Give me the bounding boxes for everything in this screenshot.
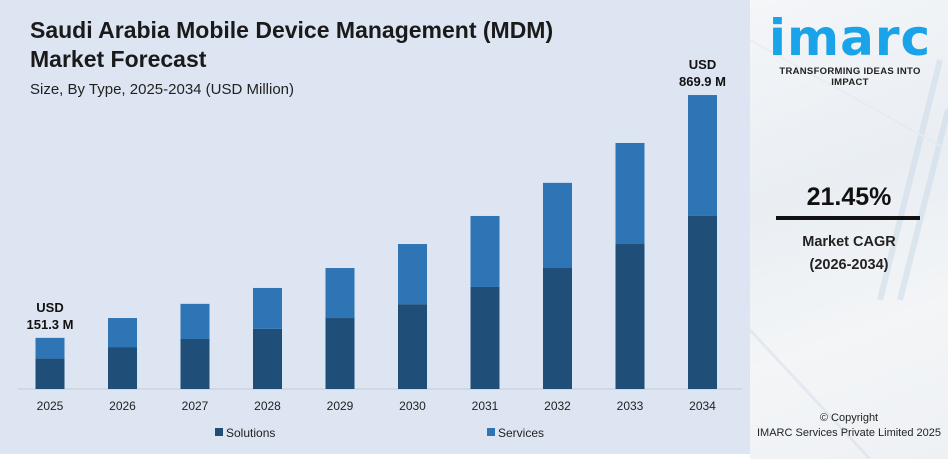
cagr-label: Market CAGR xyxy=(802,234,896,250)
x-tick-label: 2025 xyxy=(37,399,64,413)
x-tick-label: 2029 xyxy=(327,399,354,413)
bar-solutions-2029 xyxy=(325,318,355,389)
bar-services-2026 xyxy=(108,318,137,348)
data-label-value: 151.3 M xyxy=(27,317,74,332)
chart-subtitle: Size, By Type, 2025-2034 (USD Million) xyxy=(30,81,295,98)
x-tick-label: 2034 xyxy=(689,399,716,413)
bar-services-2025 xyxy=(35,337,65,359)
x-tick-label: 2026 xyxy=(109,399,136,413)
x-tick-label: 2032 xyxy=(544,399,571,413)
bar-services-2029 xyxy=(325,268,355,319)
x-tick-label: 2030 xyxy=(399,399,426,413)
title-line-2: Market Forecast xyxy=(30,46,207,72)
decorative-line xyxy=(750,39,948,151)
bar-services-2030 xyxy=(398,244,427,305)
logo-tagline: TRANSFORMING IDEAS INTO IMPACT xyxy=(779,66,921,88)
bar-solutions-2031 xyxy=(470,286,500,389)
bar-services-2027 xyxy=(180,303,210,339)
chart-panel: Saudi Arabia Mobile Device Management (M… xyxy=(0,0,750,454)
legend-label-solutions: Solutions xyxy=(226,426,275,440)
info-sidebar: imarc TRANSFORMING IDEAS INTO IMPACT 21.… xyxy=(750,0,948,459)
imarc-logo: imarc TRANSFORMING IDEAS INTO IMPACT xyxy=(760,10,940,88)
x-tick-label: 2031 xyxy=(472,399,499,413)
decorative-background-graphic xyxy=(750,39,948,459)
logo-wordmark: imarc xyxy=(768,9,932,67)
decorative-line xyxy=(750,328,872,459)
decorative-bar xyxy=(877,59,943,301)
decorative-bars xyxy=(750,39,948,459)
stacked-bar-chart: 2025 USD 151.3 M 2026 2027 2028 2029 2030 2031 20… xyxy=(18,57,742,440)
divider xyxy=(776,216,920,220)
bar-services-2032 xyxy=(543,182,572,269)
bar-services-2033 xyxy=(615,142,645,245)
decorative-bar xyxy=(897,109,948,301)
data-label-value: 869.9 M xyxy=(679,74,726,89)
legend-swatch-services xyxy=(487,428,495,436)
bar-solutions-2027 xyxy=(180,338,210,389)
bar-solutions-2025 xyxy=(35,358,65,389)
legend-label-services: Services xyxy=(498,426,544,440)
data-label-unit: USD xyxy=(689,57,716,72)
bar-solutions-2034 xyxy=(688,215,717,389)
bar-solutions-2030 xyxy=(398,304,427,389)
bar-services-2028 xyxy=(253,287,282,329)
copyright-block: © Copyright IMARC Services Private Limit… xyxy=(750,411,948,441)
x-tick-label: 2033 xyxy=(617,399,644,413)
bar-services-2034 xyxy=(688,95,717,216)
company-text: IMARC Services Private Limited 2025 xyxy=(756,427,941,439)
copyright-text: © Copyright xyxy=(819,412,879,424)
x-tick-label: 2027 xyxy=(182,399,209,413)
bar-solutions-2028 xyxy=(253,328,282,389)
chart-title: Saudi Arabia Mobile Device Management (M… xyxy=(30,16,553,74)
bar-services-2031 xyxy=(470,215,500,287)
bar-solutions-2026 xyxy=(108,347,137,389)
legend-swatch-solutions xyxy=(215,428,223,436)
bar-solutions-2033 xyxy=(615,244,645,389)
cagr-label-block: Market CAGR (2026-2034) xyxy=(750,231,948,277)
cagr-period: (2026-2034) xyxy=(809,257,889,273)
cagr-value: 21.45% xyxy=(806,183,892,211)
title-line-1: Saudi Arabia Mobile Device Management (M… xyxy=(30,17,554,43)
bar-solutions-2032 xyxy=(543,268,572,389)
x-tick-label: 2028 xyxy=(254,399,281,413)
data-label-unit: USD xyxy=(36,300,63,315)
